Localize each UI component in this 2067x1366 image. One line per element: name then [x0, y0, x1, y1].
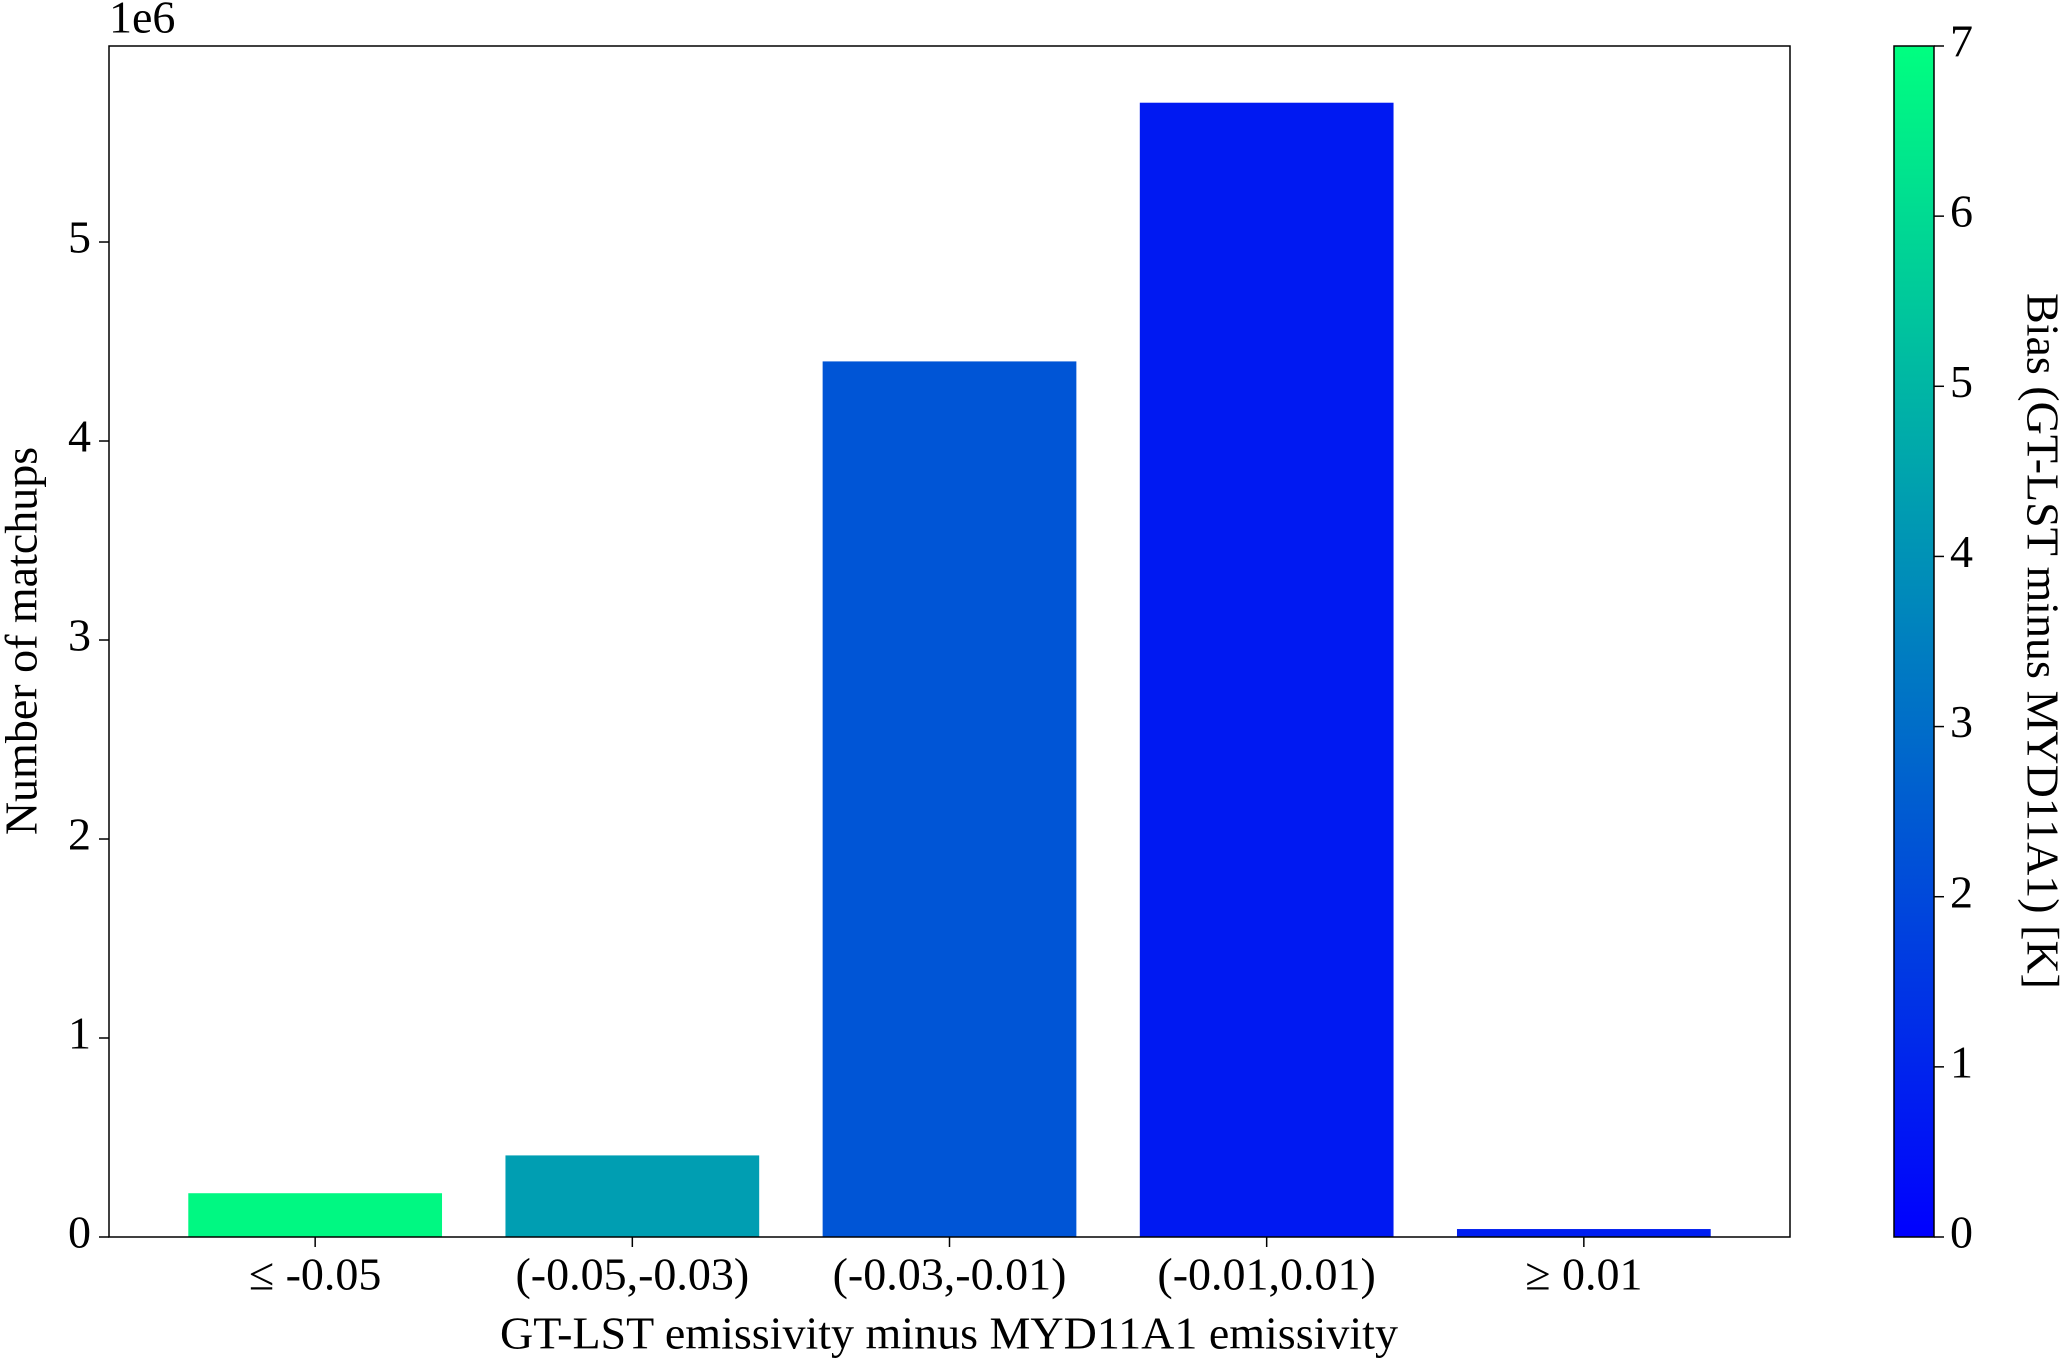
x-tick-label: (-0.03,-0.01) — [833, 1249, 1067, 1300]
y-tick-label: 1 — [68, 1008, 91, 1059]
bar — [1456, 1229, 1711, 1237]
colorbar-label: Bias (GT-LST minus MYD11A1) [K] — [2017, 293, 2067, 989]
plot-frame — [108, 45, 1791, 1238]
bar — [1139, 102, 1394, 1238]
colorbar-tick-label: 5 — [1950, 356, 1973, 407]
y-tick-label: 5 — [68, 212, 91, 263]
x-tick-label: ≥ 0.01 — [1525, 1249, 1642, 1300]
colorbar-tick-label: 7 — [1950, 16, 1973, 67]
colorbar-tick-label: 1 — [1950, 1036, 1973, 1087]
x-axis-label: GT-LST emissivity minus MYD11A1 emissivi… — [500, 1308, 1398, 1359]
colorbar-tick-label: 2 — [1950, 866, 1973, 917]
y-tick-label: 0 — [68, 1207, 91, 1258]
colorbar-tick-label: 0 — [1950, 1207, 1973, 1258]
bar — [505, 1155, 760, 1237]
colorbar-tick-label: 3 — [1950, 696, 1973, 747]
colorbar-tick-label: 4 — [1950, 526, 1973, 577]
y-offset-label: 1e6 — [109, 0, 175, 43]
x-tick-label: (-0.05,-0.03) — [515, 1249, 749, 1300]
bar — [188, 1193, 443, 1237]
x-tick-label: ≤ -0.05 — [249, 1249, 382, 1300]
y-tick-label: 4 — [68, 411, 91, 462]
y-tick-label: 2 — [68, 809, 91, 860]
bar — [822, 361, 1077, 1238]
colorbar — [1893, 45, 1935, 1238]
y-axis-label: Number of matchups — [0, 447, 47, 835]
colorbar-tick-label: 6 — [1950, 186, 1973, 237]
y-tick-label: 3 — [68, 610, 91, 661]
x-tick-label: (-0.01,0.01) — [1157, 1249, 1375, 1300]
